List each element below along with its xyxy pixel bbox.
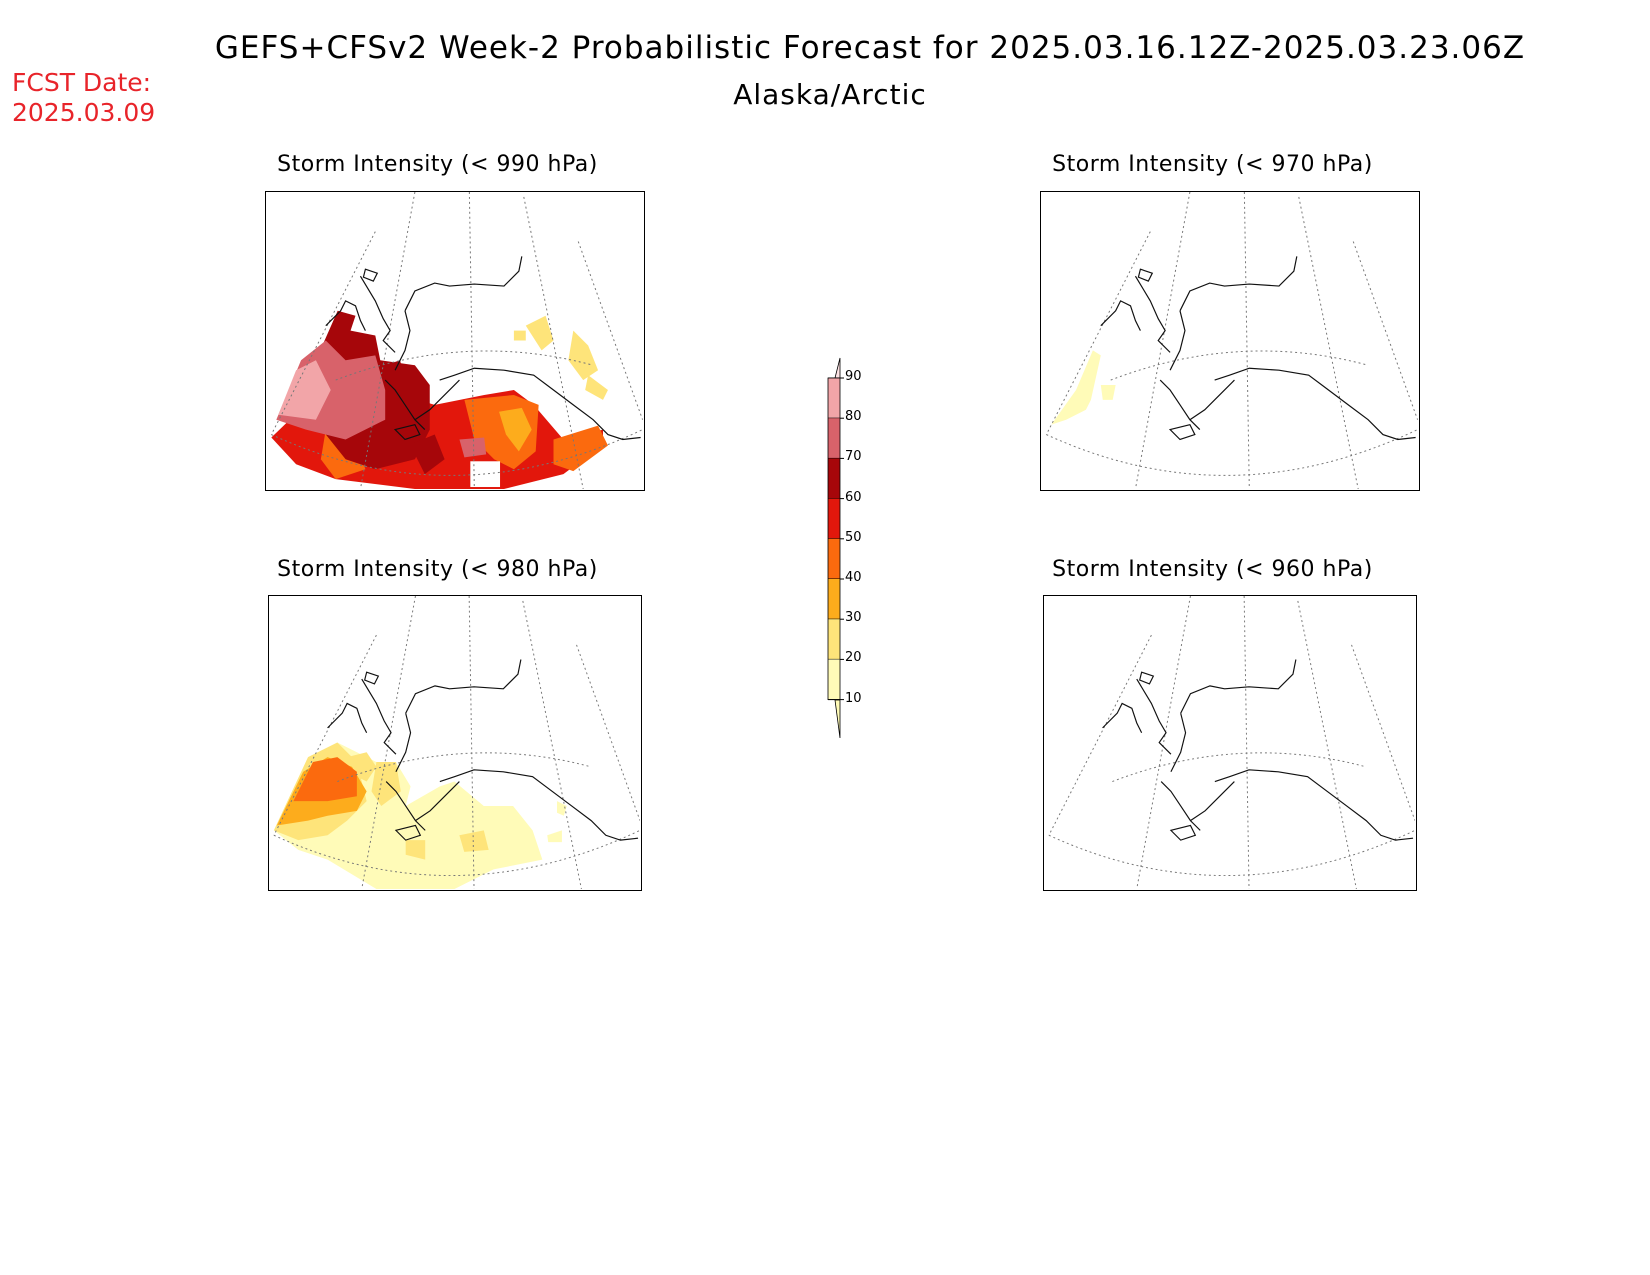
panel-title-990: Storm Intensity (< 990 hPa) — [277, 152, 598, 177]
colorbar-label-80: 80 — [845, 409, 862, 425]
colorbar-swatch-50 — [828, 498, 840, 539]
colorbar-label-30: 30 — [845, 610, 862, 626]
figure-subtitle: Alaska/Arctic — [733, 78, 927, 111]
colorbar-label-10: 10 — [845, 690, 862, 706]
colorbar-label-70: 70 — [845, 449, 862, 465]
colorbar-frame — [827, 377, 841, 701]
graticule — [270, 192, 643, 489]
colorbar-label-20: 20 — [845, 650, 862, 666]
map-panel-980 — [268, 595, 642, 891]
forecast-date: FCST Date: 2025.03.09 — [12, 68, 155, 128]
colorbar-bottom-arrow — [834, 699, 841, 739]
colorbar-top-arrow — [834, 357, 841, 379]
colorbar-label-40: 40 — [845, 570, 862, 585]
colorbar-swatch-10 — [828, 659, 840, 700]
panel-title-970: Storm Intensity (< 970 hPa) — [1052, 152, 1373, 177]
colorbar-swatch-40 — [828, 538, 840, 579]
probability-shading — [271, 310, 608, 489]
forecast-date-label: FCST Date: — [12, 68, 152, 97]
coastline — [325, 256, 641, 441]
map-panel-970 — [1040, 191, 1420, 491]
map-panel-990 — [265, 191, 645, 491]
colorbar-label-50: 50 — [845, 529, 862, 545]
graticule — [1045, 192, 1418, 489]
panel-title-960: Storm Intensity (< 960 hPa) — [1052, 557, 1373, 582]
colorbar-swatch-80 — [828, 378, 840, 419]
graticule — [273, 596, 640, 889]
panel-title-980: Storm Intensity (< 980 hPa) — [277, 557, 598, 582]
colorbar: 90 80 70 60 50 40 30 20 10 — [825, 338, 885, 739]
forecast-date-value: 2025.03.09 — [12, 98, 156, 127]
probability-shading — [273, 742, 567, 889]
colorbar-label-60: 60 — [845, 489, 862, 505]
colorbar-swatch-20 — [828, 619, 840, 660]
colorbar-label-90: 90 — [845, 369, 862, 384]
figure-title: GEFS+CFSv2 Week-2 Probabilistic Forecast… — [214, 30, 1526, 66]
colorbar-swatch-70 — [828, 418, 840, 459]
coastline — [1102, 659, 1414, 841]
graticule — [1048, 596, 1415, 889]
colorbar-swatch-60 — [828, 458, 840, 499]
coastline — [327, 659, 639, 841]
map-panel-960 — [1043, 595, 1417, 891]
probability-shading — [1051, 350, 1116, 425]
colorbar-swatch-30 — [828, 579, 840, 620]
coastline — [1100, 256, 1416, 441]
